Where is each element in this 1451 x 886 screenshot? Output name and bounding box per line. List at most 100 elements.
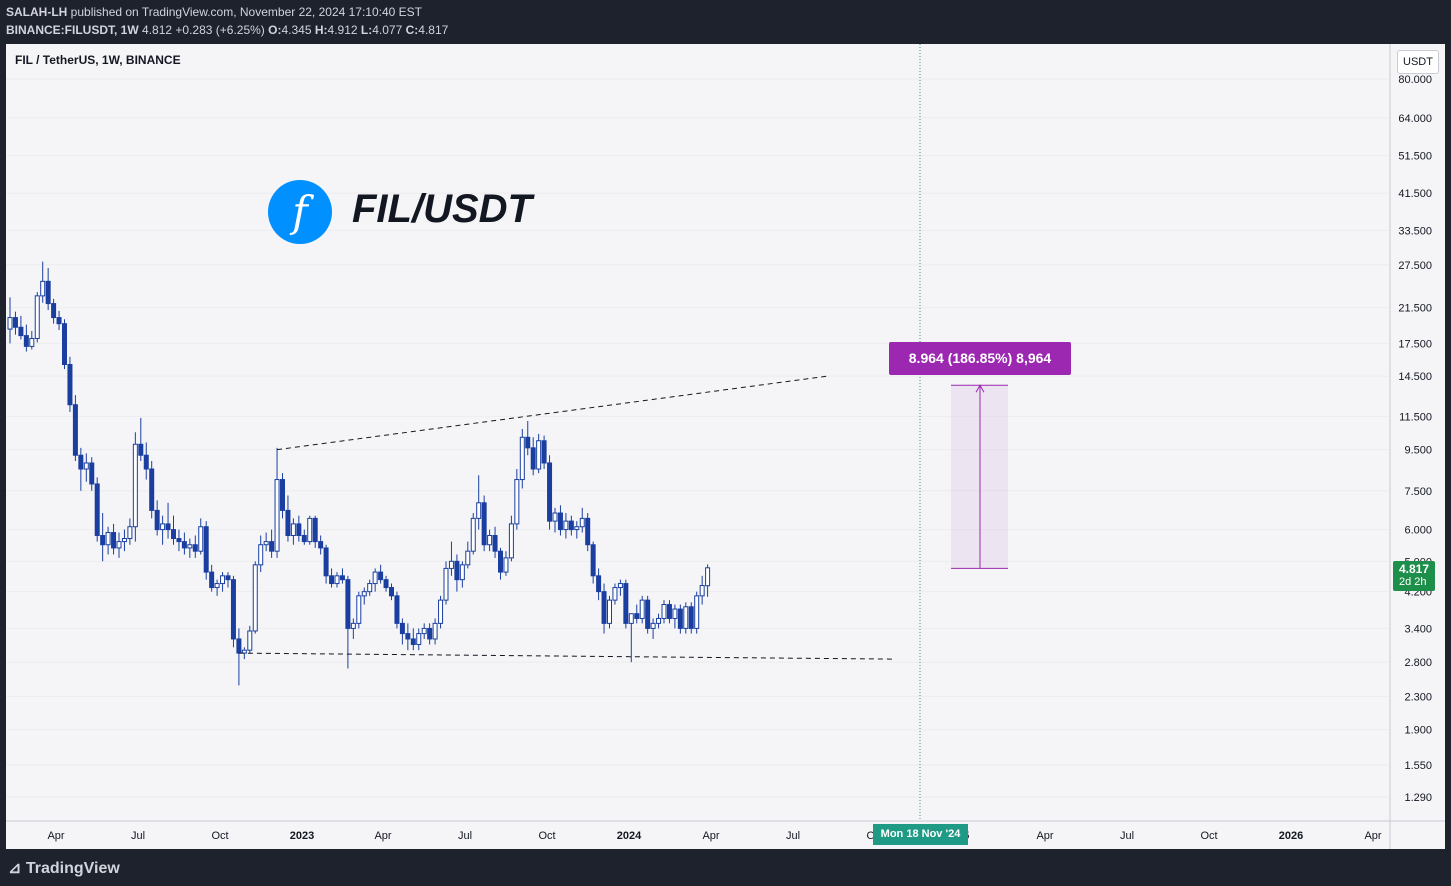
- candle-body: [176, 538, 182, 543]
- candle: [263, 532, 269, 552]
- candle: [503, 551, 509, 576]
- candle-body: [345, 579, 351, 629]
- candle-body: [132, 443, 138, 528]
- candle-body: [579, 517, 585, 528]
- candle: [176, 529, 182, 552]
- candle: [209, 564, 215, 592]
- lower-trendline: [238, 652, 893, 660]
- candle-body: [492, 535, 498, 552]
- candle: [547, 455, 553, 530]
- candle: [519, 428, 525, 489]
- candle-body: [612, 587, 618, 601]
- candle: [666, 600, 672, 624]
- candle-body: [656, 617, 662, 624]
- candle: [530, 437, 536, 476]
- candle-body: [89, 462, 95, 485]
- candle-body: [530, 447, 536, 470]
- candle: [498, 547, 503, 580]
- time-tick-label: Apr: [702, 830, 719, 842]
- candle: [192, 535, 198, 558]
- candle-body: [705, 567, 711, 587]
- close-label: C:: [405, 23, 419, 37]
- candle-body: [661, 604, 667, 619]
- cursor-date-tag: Mon 18 Nov '24: [873, 824, 968, 845]
- currency-unit-button[interactable]: USDT: [1397, 50, 1439, 74]
- candle: [67, 356, 73, 412]
- published-text: published on TradingView.com, November 2…: [70, 5, 423, 19]
- candle-body: [639, 599, 645, 619]
- candle: [280, 473, 285, 519]
- candle-body: [230, 579, 236, 640]
- candle: [154, 500, 160, 536]
- candle-body: [677, 608, 683, 629]
- candle: [121, 529, 127, 552]
- candle: [62, 319, 67, 370]
- candle: [269, 529, 275, 558]
- candle-body: [356, 595, 362, 624]
- candle-body: [427, 627, 433, 640]
- candle-body: [634, 613, 640, 619]
- candle: [389, 583, 394, 601]
- candle: [296, 515, 302, 542]
- candle: [12, 311, 18, 335]
- price-tick-label: 80.000: [1398, 74, 1432, 86]
- candle: [677, 604, 683, 634]
- candle: [639, 595, 645, 624]
- candle-body: [290, 523, 296, 537]
- candle: [45, 267, 51, 311]
- low-value: 4.077: [372, 23, 403, 37]
- candle-body: [160, 523, 166, 531]
- tradingview-logo[interactable]: ⊿ TradingView: [8, 858, 120, 878]
- candle: [83, 453, 89, 482]
- candle-body: [34, 295, 40, 339]
- candle-body: [121, 538, 127, 543]
- candle: [459, 561, 465, 588]
- candle: [56, 310, 62, 331]
- time-tick-label: 2024: [617, 830, 642, 842]
- candle-body: [181, 541, 187, 549]
- candle-body: [389, 587, 394, 597]
- candle-body: [699, 585, 705, 597]
- candle-body: [421, 627, 427, 635]
- candle: [356, 591, 362, 629]
- brand-name: FIL/USDT: [352, 187, 532, 231]
- candle: [612, 583, 618, 605]
- price-tick-label: 6.000: [1404, 525, 1432, 537]
- candle: [574, 521, 580, 539]
- trendlines: [238, 375, 893, 660]
- price-tick-label: 27.500: [1398, 260, 1432, 272]
- author[interactable]: SALAH-LH: [6, 5, 68, 19]
- candle-body: [67, 364, 73, 406]
- candle-body: [666, 604, 672, 619]
- time-tick-label: 2026: [1279, 830, 1303, 842]
- price-tick-label: 14.500: [1398, 371, 1432, 383]
- candle-body: [40, 280, 46, 297]
- candle-body: [514, 479, 520, 525]
- price-tick-label: 7.500: [1404, 486, 1432, 498]
- price-change: +0.283 (+6.25%): [175, 23, 265, 37]
- candle: [361, 587, 367, 605]
- candle-body: [498, 550, 503, 573]
- candle: [301, 529, 307, 545]
- candle-body: [448, 560, 454, 569]
- chart-frame[interactable]: [6, 44, 1445, 849]
- tradingview-logo-text: TradingView: [25, 860, 120, 877]
- candle: [481, 495, 487, 552]
- candle: [160, 515, 166, 545]
- candle-body: [220, 575, 226, 585]
- candle: [607, 595, 612, 629]
- candle: [187, 538, 193, 558]
- price-tick-label: 1.290: [1404, 792, 1432, 804]
- candle-body: [508, 523, 514, 559]
- candle-body: [198, 526, 204, 552]
- low-label: L:: [360, 23, 373, 37]
- candle: [552, 507, 558, 533]
- candle-body: [361, 591, 367, 597]
- time-tick-label: Apr: [1364, 830, 1381, 842]
- candle-body: [171, 529, 176, 540]
- candle: [508, 515, 514, 562]
- price-tick-label: 51.500: [1398, 151, 1432, 163]
- candle: [601, 583, 607, 634]
- candle: [492, 526, 498, 558]
